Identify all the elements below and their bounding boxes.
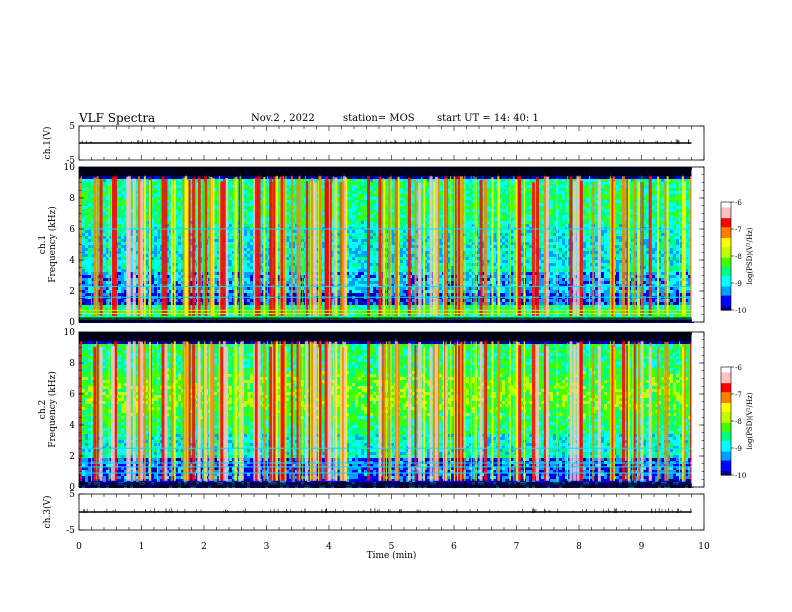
colorbar-2: -6 -7 -8 -9 -10 log(PSD)(V²/Hz): [720, 364, 754, 480]
y-tick-label: 2: [69, 452, 75, 462]
x-tick-label: 9: [639, 542, 645, 552]
y-tick-label: 5: [69, 490, 75, 500]
figure-title: VLF Spectra: [79, 111, 155, 125]
colorbar-tick-label: -7: [735, 226, 742, 234]
ch3-waveform-axes: 5 -5 ch.3(V): [42, 490, 705, 536]
x-axis: 0 1 2 3 4 5 6 7 8 9 10 Time (min): [76, 542, 710, 561]
y-tick-label: 8: [69, 194, 75, 204]
y-tick-label: 4: [69, 421, 75, 431]
colorbar-tick-label: -6: [735, 199, 742, 207]
station-label: station= MOS: [343, 113, 415, 124]
colorbar-tick-label: -10: [735, 472, 746, 480]
y-axis-label: ch.3(V): [42, 496, 53, 529]
colorbar-tick-label: -10: [735, 307, 746, 315]
colorbar-label: log(PSD)(V²/Hz): [746, 392, 754, 449]
colorbar-tick-label: -7: [735, 391, 742, 399]
y-tick-label: 4: [69, 256, 75, 266]
y-tick-label: -5: [66, 526, 75, 536]
ch3-waveform: [79, 508, 692, 514]
x-tick-label: 6: [451, 542, 457, 552]
colorbar-tick-label: -6: [735, 364, 742, 372]
y-axis-label: ch.2: [38, 400, 48, 419]
x-tick-label: 2: [201, 542, 207, 552]
x-axis-label: Time (min): [367, 550, 417, 561]
y-tick-label: 0: [69, 483, 75, 493]
date-label: Nov.2 , 2022: [251, 113, 315, 124]
y-tick-label: -5: [66, 156, 75, 166]
ch1-waveform: [79, 139, 692, 145]
y-axis-label: ch.1: [38, 235, 48, 254]
y-axis-label: Frequency (kHz): [47, 206, 58, 283]
x-tick-label: 1: [139, 542, 145, 552]
colorbar-1: -6 -7 -8 -9 -10 log(PSD)(V²/Hz): [720, 199, 754, 315]
ch1-spectrogram: [79, 167, 704, 323]
colorbar-tick-label: -8: [735, 253, 742, 261]
y-axis-label: ch.1(V): [42, 127, 53, 160]
y-tick-label: 2: [69, 287, 75, 297]
y-tick-label: 6: [69, 225, 75, 235]
y-tick-label: 0: [69, 318, 75, 328]
x-tick-label: 4: [326, 542, 332, 552]
ch2-spectrogram: [79, 332, 704, 488]
y-tick-label: 6: [69, 390, 75, 400]
y-axis-label: Frequency (kHz): [47, 371, 58, 448]
start-time-label: start UT = 14: 40: 1: [437, 113, 539, 124]
colorbar-tick-label: -8: [735, 418, 742, 426]
ch1-waveform-axes: 5 -5 ch.1(V): [42, 122, 705, 166]
colorbar-label: log(PSD)(V²/Hz): [746, 227, 754, 284]
x-tick-label: 3: [264, 542, 270, 552]
y-tick-label: 5: [69, 122, 75, 132]
y-tick-label: 10: [64, 328, 76, 338]
x-tick-label: 0: [76, 542, 82, 552]
x-tick-label: 10: [698, 542, 710, 552]
x-tick-label: 7: [514, 542, 520, 552]
y-tick-label: 8: [69, 359, 75, 369]
ch1-spectrogram-axes: 0 2 4 6 8 10 ch.1 Frequency (kHz): [38, 163, 705, 328]
x-tick-label: 8: [576, 542, 582, 552]
y-tick-label: 10: [64, 163, 76, 173]
colorbar-tick-label: -9: [735, 445, 742, 453]
ch2-spectrogram-axes: 0 2 4 6 8 10 ch.2 Frequency (kHz): [38, 328, 705, 493]
x-tick-label: 5: [389, 542, 395, 552]
colorbar-tick-label: -9: [735, 280, 742, 288]
